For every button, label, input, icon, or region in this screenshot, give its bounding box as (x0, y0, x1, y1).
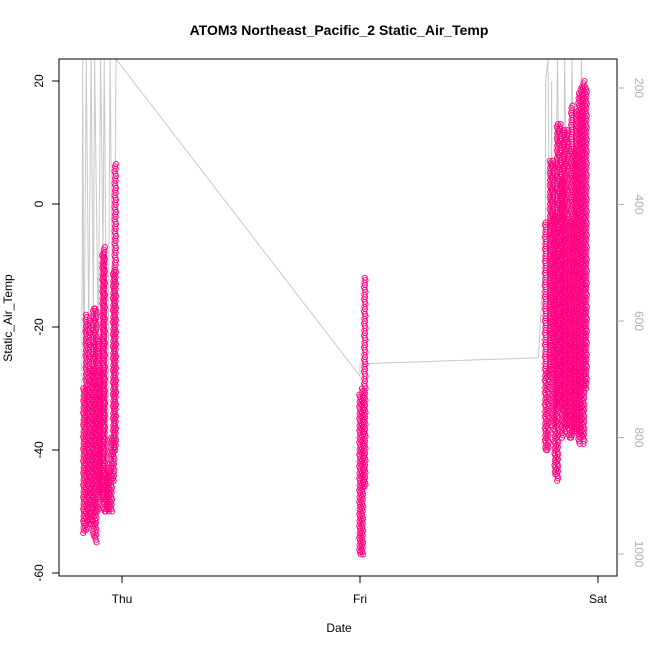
data-point (107, 487, 114, 494)
data-point (554, 477, 561, 484)
data-point (582, 282, 589, 289)
data-point (582, 139, 589, 146)
data-point (576, 440, 583, 447)
data-point (107, 498, 114, 506)
x-tick-label: Thu (112, 592, 133, 606)
x-axis-label: Date (326, 621, 352, 635)
data-point (361, 483, 368, 490)
data-point (94, 348, 101, 355)
chart-title: ATOM3 Northeast_Pacific_2 Static_Air_Tem… (190, 22, 489, 38)
y2-tick-label: 400 (632, 194, 646, 214)
data-point (92, 536, 99, 543)
data-point (110, 477, 117, 484)
data-point (93, 539, 100, 546)
y-tick-label: 20 (32, 74, 46, 88)
y-tick-label: -60 (32, 564, 46, 582)
data-point (583, 253, 590, 261)
data-point (108, 508, 116, 515)
y2-tick-label: 1000 (632, 541, 646, 568)
x-tick-label: Fri (353, 592, 367, 606)
x-axis: Thu Fri Sat (112, 575, 608, 606)
trace-line (81, 57, 587, 524)
data-point (82, 526, 90, 534)
data-point (582, 366, 589, 373)
data-point (568, 434, 575, 441)
data-point (544, 446, 551, 454)
data-point (583, 110, 590, 117)
y2-axis: 200 400 600 800 1000 (617, 78, 646, 568)
plot-frame (58, 58, 618, 577)
y-axis: -60 -40 -20 0 20 (32, 74, 59, 582)
data-point (359, 549, 366, 556)
data-point (94, 508, 101, 515)
data-point (582, 383, 589, 390)
point-series (80, 77, 590, 558)
data-point (360, 551, 367, 558)
data-point (108, 506, 115, 513)
y-tick-label: -40 (32, 441, 46, 459)
y-axis-label: Static_Air_Temp (1, 274, 15, 362)
y2-tick-label: 800 (632, 427, 646, 447)
y-tick-label: 0 (32, 200, 46, 207)
y2-tick-label: 600 (632, 311, 646, 331)
data-point (558, 434, 565, 441)
data-point (111, 444, 118, 451)
data-point (99, 338, 107, 345)
x-tick-label: Sat (589, 592, 608, 606)
data-point (112, 446, 119, 454)
data-point (580, 440, 587, 447)
y2-tick-label: 200 (632, 78, 646, 98)
y-tick-label: -20 (32, 318, 46, 336)
altitude-trace (81, 57, 587, 524)
data-point (583, 385, 590, 392)
data-point (109, 475, 117, 482)
